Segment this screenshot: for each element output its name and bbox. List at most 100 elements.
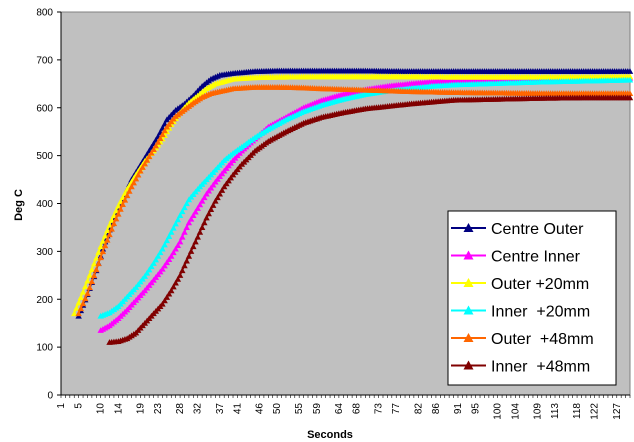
series-marker [165,290,173,297]
x-tick-label: 50 [272,403,283,415]
series-marker [183,200,190,207]
y-tick-label: 200 [36,295,53,306]
series-marker [143,269,151,276]
legend-swatch-marker [463,223,474,232]
x-axis-title: Seconds [307,429,353,441]
series-marker [172,220,179,227]
series-marker [170,224,177,231]
series-marker [221,183,228,190]
series-marker [187,248,195,254]
series-marker [626,94,634,101]
series-marker [185,219,193,226]
x-tick-label: 109 [532,403,543,420]
series-marker [225,177,232,184]
series-marker [154,139,162,145]
y-axis-title: Deg C [13,189,25,221]
series-marker [179,233,186,240]
series-marker [196,201,204,208]
y-tick-label: 700 [36,55,53,66]
series-marker [77,294,85,301]
series-marker [203,190,210,197]
legend-swatch-marker [463,333,474,342]
series-marker [161,127,168,134]
series-marker [172,245,179,252]
series-marker [126,187,133,194]
series-marker [99,248,107,255]
x-tick-label: 127 [612,403,623,420]
series-marker [196,229,204,235]
series-marker [212,197,219,204]
x-tick-label: 118 [572,403,583,419]
series-marker [137,167,144,174]
series-marker [141,160,149,167]
series-marker [108,225,115,232]
series-marker [626,73,634,80]
series-marker [79,288,87,295]
x-tick-label: 104 [510,403,521,420]
series-marker [71,310,78,317]
series-marker [95,249,102,255]
series-marker [190,243,197,250]
series-marker [82,283,89,290]
series-marker [190,212,197,219]
series-marker [170,283,177,290]
series-marker [157,135,164,141]
series-marker [112,215,120,222]
series-marker [159,300,166,307]
series-marker [150,260,157,266]
series-5 [75,83,634,317]
legend-swatch-marker [463,278,474,287]
legend-label: Inner +48mm [491,359,590,376]
series-marker [183,257,190,264]
series-marker [165,233,173,239]
series-marker [146,153,153,160]
series-marker [90,260,98,267]
series-marker [75,299,82,306]
series-marker [161,241,168,248]
x-tick-label: 77 [391,403,402,415]
series-marker [110,220,118,227]
x-tick-label: 5 [74,403,85,409]
series-marker [159,265,166,272]
series-marker [115,210,122,217]
series-marker [143,156,151,163]
x-tick-label: 41 [232,403,243,415]
series-marker [106,231,113,238]
series-marker [75,310,82,317]
series-marker [181,229,188,235]
series-marker [86,284,93,291]
series-marker [174,275,182,282]
x-tick-label: 73 [374,403,385,415]
x-tick-label: 32 [193,403,204,415]
series-marker [187,215,195,222]
x-tick-label: 86 [431,403,442,415]
series-marker [97,254,104,261]
series-marker [130,179,137,186]
series-marker [172,279,179,286]
x-tick-label: 10 [96,403,107,415]
series-marker [216,190,223,197]
series-marker [82,295,89,302]
series-marker [104,236,111,243]
series-marker [132,175,140,182]
series-marker [227,174,235,181]
series-marker [201,219,208,226]
series-marker [207,184,215,191]
series-marker [214,194,221,201]
series-marker [223,180,230,187]
series-marker [179,267,186,274]
series-marker [148,149,155,156]
legend-label: Centre Inner [491,249,581,266]
series-marker [117,206,124,212]
series-marker [185,252,193,259]
series-3 [71,73,634,317]
series-marker [183,224,190,230]
series-marker [119,201,126,208]
series-marker [123,192,131,199]
series-marker [141,273,149,279]
legend-label: Outer +20mm [491,276,589,293]
series-marker [86,271,93,278]
series-marker [84,277,91,284]
x-tick-label: 68 [352,403,363,415]
series-marker [168,287,175,294]
